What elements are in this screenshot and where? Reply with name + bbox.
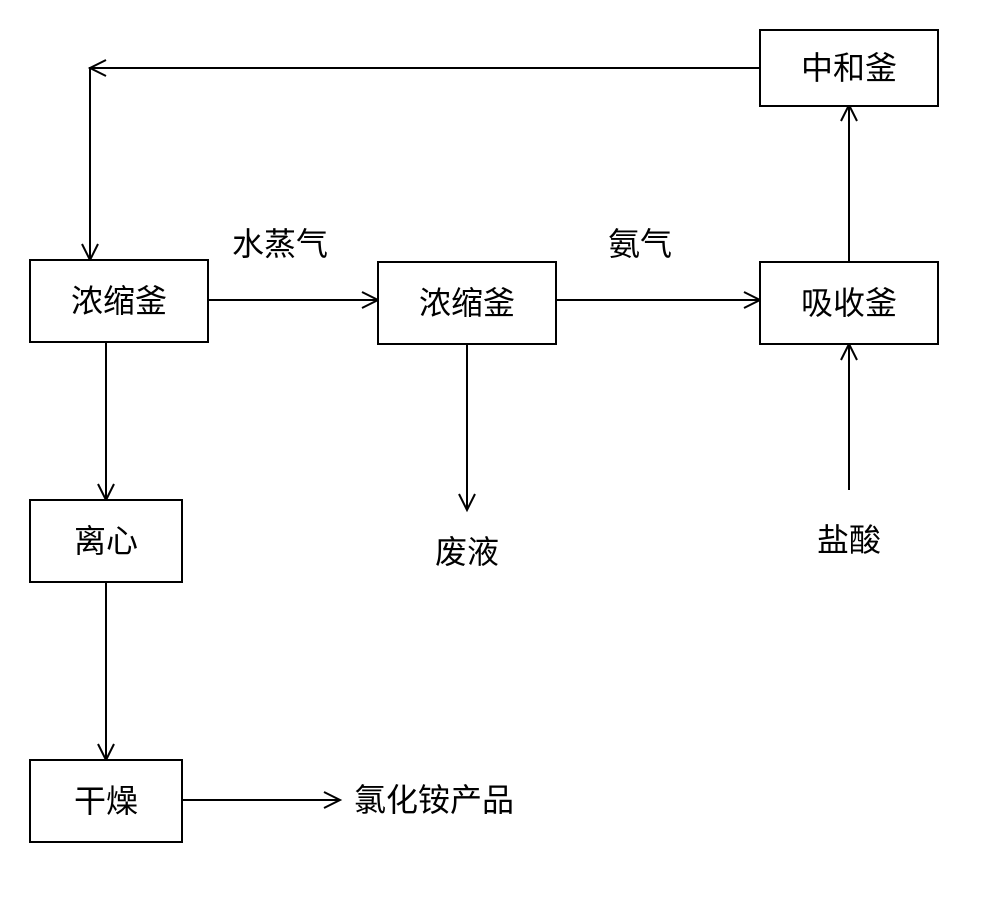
label-product_out: 氯化铵产品 xyxy=(354,782,514,818)
node-label-dry: 干燥 xyxy=(74,783,138,819)
node-label-conc2: 浓缩釜 xyxy=(419,285,515,321)
edge-label-e3: 氨气 xyxy=(608,226,672,262)
node-label-neutralize: 中和釜 xyxy=(801,50,897,86)
label-hcl_in: 盐酸 xyxy=(817,522,881,558)
label-waste_out: 废液 xyxy=(435,534,499,570)
node-label-conc1: 浓缩釜 xyxy=(71,283,167,319)
edge-label-e2: 水蒸气 xyxy=(232,226,328,262)
node-label-centrifuge: 离心 xyxy=(74,523,138,559)
node-label-absorb: 吸收釜 xyxy=(801,285,897,321)
